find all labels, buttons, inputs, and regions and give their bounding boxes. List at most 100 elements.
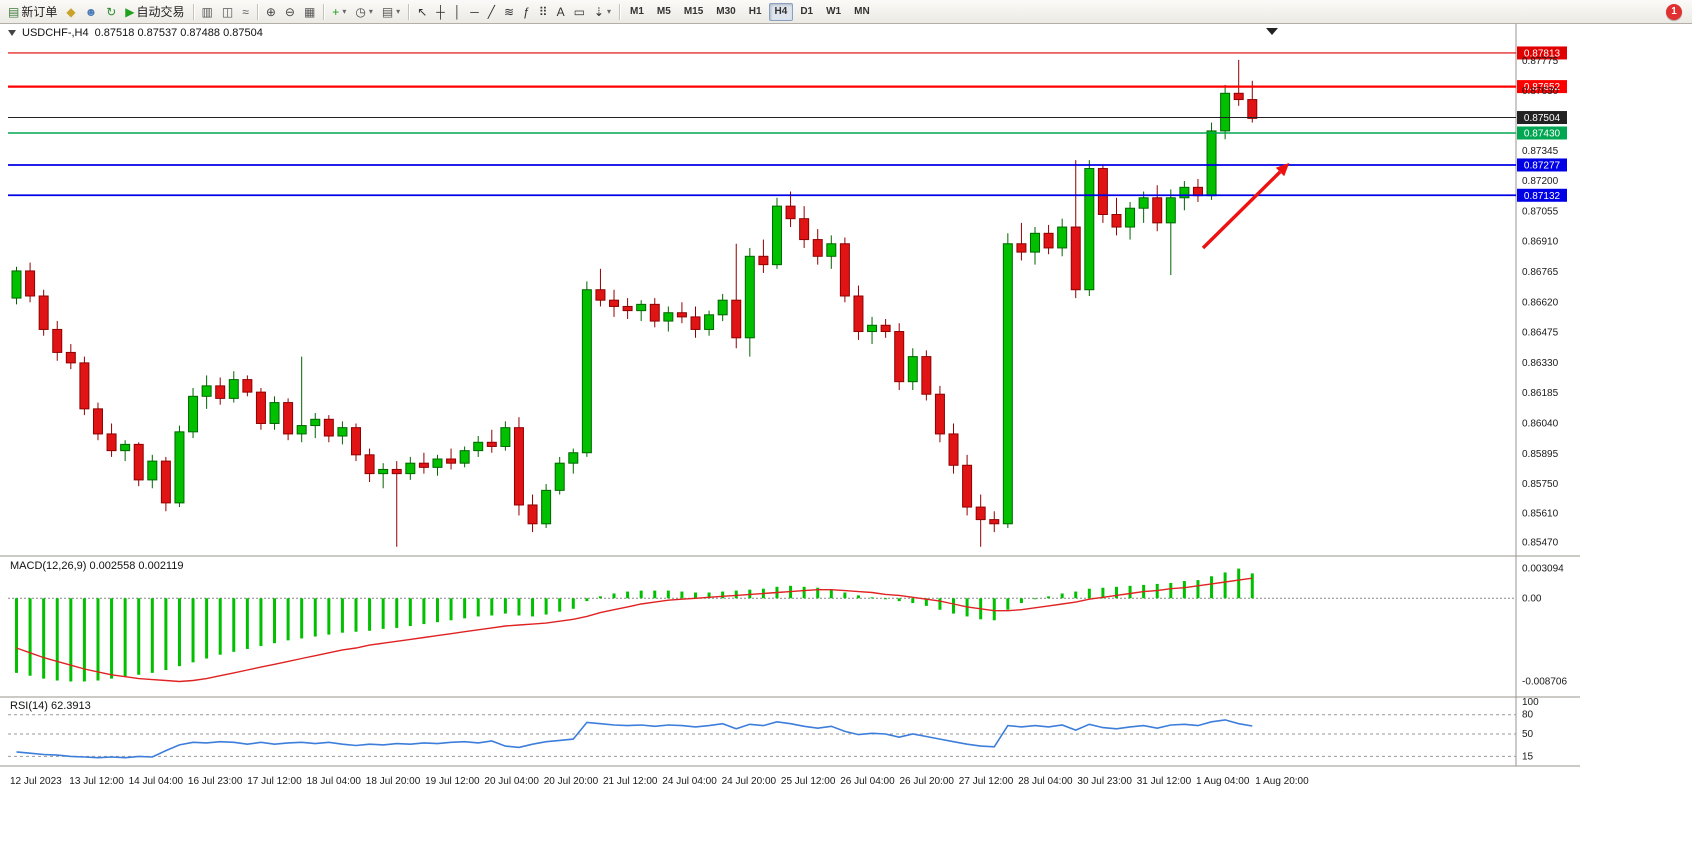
timeframe-w1[interactable]: W1 bbox=[820, 3, 847, 21]
candlestick-chart-button[interactable]: ◫ bbox=[218, 2, 237, 22]
candle-body bbox=[133, 443, 144, 481]
refresh-icon: ↻ bbox=[106, 4, 117, 19]
price-axis-label: 0.86040 bbox=[1522, 418, 1559, 429]
macd-histogram-bar bbox=[707, 592, 711, 599]
zoom-out-button[interactable]: ⊖ bbox=[281, 2, 299, 22]
new-order-button[interactable]: ▤ 新订单 bbox=[4, 2, 61, 22]
chart-shift-marker[interactable] bbox=[1266, 28, 1278, 35]
candle-body bbox=[486, 441, 497, 447]
macd-histogram-bar bbox=[205, 598, 209, 659]
vertical-line-button[interactable]: │ bbox=[450, 2, 466, 22]
tile-windows-button[interactable]: ▦ bbox=[300, 2, 319, 22]
new-order-icon: ▤ bbox=[8, 4, 20, 19]
candle-body bbox=[894, 331, 905, 383]
refresh-button[interactable]: ↻ bbox=[102, 2, 120, 22]
timeframe-m5[interactable]: M5 bbox=[651, 3, 677, 21]
chart-background bbox=[0, 24, 1692, 850]
macd-histogram-bar bbox=[1006, 598, 1010, 610]
arrows-tool-button[interactable]: ⇣ ▾ bbox=[590, 2, 615, 22]
annotation-arrow[interactable] bbox=[1201, 162, 1290, 250]
candle-body bbox=[934, 393, 945, 435]
crosshair-button[interactable]: ┼ bbox=[432, 2, 449, 22]
macd-histogram-bar bbox=[517, 598, 521, 616]
macd-signal-line bbox=[16, 577, 1253, 683]
macd-histogram-bar bbox=[1060, 593, 1064, 599]
macd-histogram-bar bbox=[653, 590, 657, 599]
candle-body bbox=[1152, 197, 1163, 224]
templates-button[interactable]: ▤ ▾ bbox=[378, 2, 404, 22]
candle-body bbox=[527, 504, 538, 525]
macd-histogram-bar bbox=[123, 598, 127, 677]
candle-body bbox=[1097, 168, 1108, 215]
timeframe-h4[interactable]: H4 bbox=[768, 2, 794, 21]
candle-body bbox=[839, 243, 850, 297]
macd-histogram-bar bbox=[626, 591, 630, 599]
candle-body bbox=[1030, 232, 1040, 253]
line-chart-button[interactable]: ≈ bbox=[238, 2, 253, 22]
time-axis-label: 20 Jul 20:00 bbox=[544, 776, 599, 787]
alerts-button[interactable]: ◆ bbox=[62, 2, 79, 22]
candle-body bbox=[283, 402, 294, 435]
channel-button[interactable]: ≋ bbox=[500, 2, 518, 22]
macd-histogram-bar bbox=[870, 597, 874, 599]
timeframe-mn[interactable]: MN bbox=[848, 3, 876, 21]
candle-body bbox=[1165, 197, 1176, 224]
candle-body bbox=[785, 205, 796, 220]
fibonacci-button[interactable]: ƒ bbox=[519, 2, 534, 22]
time-axis-label: 31 Jul 12:00 bbox=[1137, 776, 1192, 787]
price-marker-value: 0.87132 bbox=[1524, 191, 1561, 202]
macd-histogram-bar bbox=[435, 598, 439, 623]
macd-histogram-bar bbox=[273, 598, 277, 644]
autotrading-button[interactable]: ▶ 自动交易 bbox=[121, 2, 188, 22]
macd-histogram-bar bbox=[408, 598, 412, 626]
candle-body bbox=[513, 427, 524, 506]
candle-body bbox=[1206, 130, 1217, 197]
collapse-triangle-icon[interactable] bbox=[8, 30, 16, 36]
candle-body bbox=[1220, 92, 1231, 132]
indicators-button[interactable]: + ▾ bbox=[328, 2, 350, 22]
bar-chart-button[interactable]: ▥ bbox=[198, 2, 217, 22]
timeframe-m15[interactable]: M15 bbox=[678, 3, 709, 21]
time-axis-label: 14 Jul 04:00 bbox=[129, 776, 184, 787]
chart-area[interactable]: 0.87813 0.87652 0.87504 0.87430 0.87277 0.871… bbox=[0, 24, 1692, 850]
candle-body bbox=[581, 289, 592, 454]
candle-body bbox=[11, 270, 22, 299]
price-marker-box bbox=[1517, 80, 1567, 94]
shapes-button[interactable]: ⠿ bbox=[535, 2, 552, 22]
notification-badge[interactable]: 1 bbox=[1666, 3, 1682, 20]
candle-body bbox=[1070, 226, 1081, 291]
timeframe-h1[interactable]: H1 bbox=[743, 3, 768, 21]
community-button[interactable]: ☻ bbox=[81, 2, 102, 22]
macd-axis-label: 0.00 bbox=[1522, 593, 1542, 604]
macd-histogram-bar bbox=[856, 595, 860, 599]
price-marker-box bbox=[1517, 188, 1567, 202]
trendline-button[interactable]: ╱ bbox=[484, 2, 499, 22]
macd-histogram-bar bbox=[1250, 573, 1254, 599]
candle-body bbox=[690, 316, 701, 330]
candle-body bbox=[948, 433, 959, 466]
chart-canvas[interactable]: 0.87813 0.87652 0.87504 0.87430 0.87277 0.871… bbox=[0, 24, 1692, 850]
timeframe-d1[interactable]: D1 bbox=[794, 3, 819, 21]
macd-histogram-bar bbox=[1047, 596, 1051, 599]
candlestick-chart-icon: ◫ bbox=[221, 4, 234, 19]
text-button[interactable]: A bbox=[553, 2, 569, 22]
arrow-shaft bbox=[1201, 170, 1282, 250]
macd-histogram-bar bbox=[1169, 582, 1173, 599]
candle-body bbox=[473, 441, 484, 452]
text-label-button[interactable]: ▭ bbox=[570, 2, 589, 22]
candle-body bbox=[201, 385, 212, 397]
candle-body bbox=[446, 458, 457, 464]
periods-button[interactable]: ◷ ▾ bbox=[351, 2, 377, 22]
timeframe-m30[interactable]: M30 bbox=[710, 3, 741, 21]
candle-body bbox=[826, 243, 837, 257]
zoom-in-button[interactable]: ⊕ bbox=[262, 2, 280, 22]
timeframe-m1[interactable]: M1 bbox=[624, 3, 650, 21]
time-axis-label: 27 Jul 12:00 bbox=[959, 776, 1014, 787]
macd-histogram-bar bbox=[96, 598, 100, 681]
time-axis-label: 1 Aug 04:00 bbox=[1196, 776, 1250, 787]
macd-histogram-bar bbox=[1128, 585, 1132, 599]
cursor-button[interactable]: ↖ bbox=[413, 2, 431, 22]
horizontal-line-button[interactable]: ─ bbox=[466, 2, 483, 22]
candle-body bbox=[622, 305, 633, 312]
main-toolbar: ▤ 新订单 ◆ ☻ ↻ ▶ 自动交易 ▥ ◫ ≈ ⊕ ⊖ ▦ + ▾ ◷ ▾ ▤ ▾ ↖ ┼ │ ─ ╱ ≋ ƒ ⠿ A ▭ ⇣ ▾ M1 M5… bbox=[0, 0, 1692, 24]
